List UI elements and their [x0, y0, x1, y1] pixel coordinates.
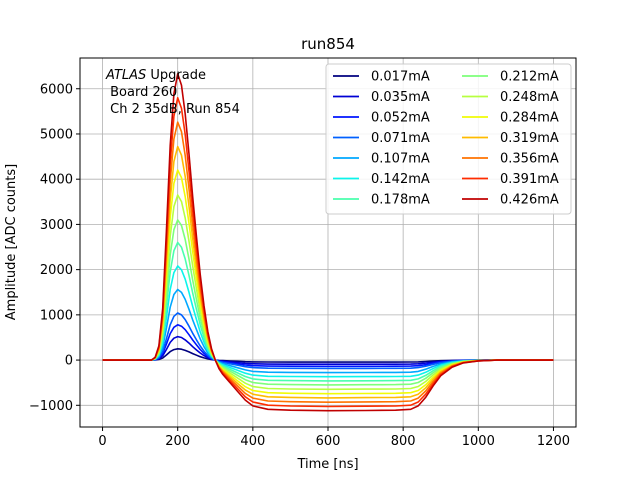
- annotation-board: Board 260: [106, 85, 177, 100]
- annotation-upgrade: Upgrade: [146, 68, 206, 83]
- y-tick-label: 5000: [40, 127, 73, 142]
- series-line-6: [102, 241, 554, 382]
- y-tick-label: 2000: [40, 263, 73, 278]
- chart-title: run854: [301, 35, 355, 53]
- annotation-atlas: ATLAS: [105, 68, 146, 83]
- legend-label: 0.426mA: [500, 193, 559, 208]
- legend-label: 0.107mA: [371, 152, 430, 167]
- legend-label: 0.319mA: [500, 131, 559, 146]
- x-tick-label: 800: [391, 434, 416, 449]
- y-tick-label: 4000: [40, 173, 73, 188]
- x-tick-label: 200: [165, 434, 190, 449]
- x-tick-label: 600: [316, 434, 341, 449]
- series-line-7: [102, 219, 554, 386]
- legend-label: 0.391mA: [500, 172, 559, 187]
- legend-label: 0.052mA: [371, 111, 430, 126]
- y-tick-label: 0: [65, 354, 73, 369]
- legend-label: 0.178mA: [371, 193, 430, 208]
- legend-label: 0.248mA: [500, 90, 559, 105]
- legend-label: 0.212mA: [500, 70, 559, 85]
- legend-label: 0.035mA: [371, 90, 430, 105]
- series-line-4: [102, 288, 554, 374]
- annotation-channel-run: Ch 2 35dB, Run 854: [106, 102, 240, 117]
- series-line-3: [102, 312, 554, 370]
- legend-label: 0.071mA: [371, 131, 430, 146]
- x-tick-label: 1000: [462, 434, 495, 449]
- x-tick-label: 400: [240, 434, 265, 449]
- legend-label: 0.017mA: [371, 70, 430, 85]
- x-tick-label: 1200: [537, 434, 570, 449]
- series-lines: [102, 73, 554, 412]
- series-line-8: [102, 194, 554, 391]
- legend: 0.017mA 0.035mA 0.052mA 0.071mA 0.107mA 0.142…: [325, 63, 572, 215]
- svg-text:ATLAS Upgrade: ATLAS Upgrade: [105, 68, 206, 83]
- y-tick-label: 6000: [40, 82, 73, 97]
- x-tick-label: 0: [98, 434, 106, 449]
- y-tick-label: 3000: [40, 218, 73, 233]
- series-line-5: [102, 265, 554, 378]
- y-tick-label: 1000: [40, 308, 73, 323]
- y-axis-label: Amplitude [ADC counts]: [4, 164, 19, 320]
- x-axis-label: Time [ns]: [296, 457, 358, 472]
- legend-label: 0.142mA: [371, 172, 430, 187]
- axis-ticks: 0 200 400 600 800 1000 1200 −1000 0 1000 2000 3000 4…: [29, 82, 570, 449]
- legend-box: [325, 63, 572, 215]
- legend-label: 0.284mA: [500, 111, 559, 126]
- legend-label: 0.356mA: [500, 152, 559, 167]
- series-line-13: [102, 73, 554, 412]
- atlas-annotation: ATLAS Upgrade Board 260 Ch 2 35dB, Run 8…: [105, 68, 240, 117]
- series-line-10: [102, 145, 554, 399]
- y-tick-label: −1000: [29, 399, 73, 414]
